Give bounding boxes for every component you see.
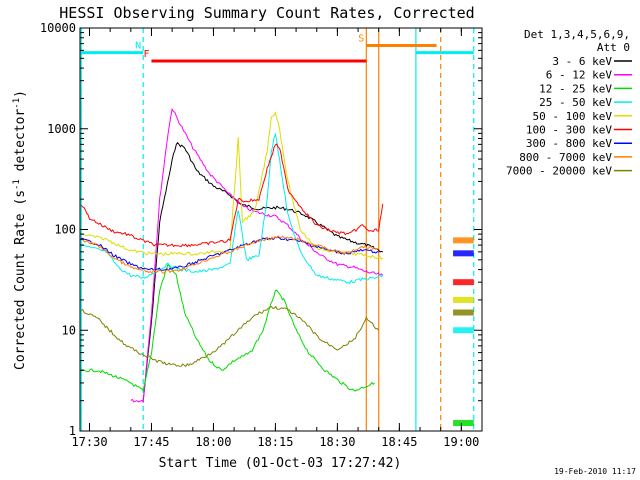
- legend-title: Det 1,3,4,5,6,9,: [524, 28, 630, 41]
- late-data-segment: [453, 279, 474, 286]
- x-tick-label: 17:30: [71, 435, 107, 449]
- plot-frame: [79, 27, 483, 432]
- x-tick-label: 18:45: [381, 435, 417, 449]
- y-tick-label: 1000: [47, 122, 76, 136]
- series-line: [81, 111, 384, 260]
- x-tick-label: 18:15: [257, 435, 293, 449]
- y-axis-label-end: ): [13, 90, 28, 98]
- legend-entry-label: 50 - 100 keV: [533, 110, 613, 123]
- legend-entry-label: 6 - 12 keV: [546, 69, 613, 82]
- chart-title: HESSI Observing Summary Count Rates, Cor…: [59, 4, 474, 22]
- y-axis-label: Corrected Count Rate (s-1 detector-1): [12, 90, 28, 370]
- series-line: [80, 263, 375, 392]
- y-tick-label: 1: [69, 424, 76, 438]
- footer-timestamp: 19-Feb-2010 11:17: [554, 467, 636, 476]
- y-tick-label: 10: [62, 323, 76, 337]
- legend-entry-label: 25 - 50 keV: [539, 96, 612, 109]
- series-line: [80, 305, 380, 368]
- late-data-segment: [453, 250, 474, 257]
- y-axis-label-sup2: -1: [12, 98, 22, 109]
- series-line: [130, 107, 384, 404]
- x-tick-label: 18:30: [319, 435, 355, 449]
- x-axis-label: Start Time (01-Oct-03 17:27:42): [159, 456, 402, 471]
- legend-entry-label: 800 - 7000 keV: [519, 151, 612, 164]
- y-axis-label-mid: detector: [13, 109, 28, 180]
- x-tick-label: 19:00: [443, 435, 479, 449]
- flag-bar-label: N: [135, 41, 141, 52]
- y-axis-label-sup1: -1: [12, 179, 22, 190]
- legend-title-2: Att 0: [597, 41, 630, 54]
- late-data-segment: [453, 309, 474, 316]
- series-lines: [80, 107, 474, 427]
- vertical-markers: [80, 28, 475, 431]
- y-axis: 1 10 100 1000 10000: [40, 21, 482, 438]
- x-axis: 17:30 17:45 18:00 18:15 18:30 18:45 19:00: [71, 28, 479, 449]
- legend-entry-label: 7000 - 20000 keV: [506, 165, 612, 178]
- x-tick-label: 17:45: [133, 435, 169, 449]
- flag-bar-label: F: [143, 49, 149, 60]
- legend-entry-label: 300 - 800 keV: [526, 137, 612, 150]
- flag-bars: NF S: [80, 34, 474, 63]
- series-line: [81, 236, 379, 272]
- y-tick-label: 100: [54, 223, 76, 237]
- y-axis-label-main: Corrected Count Rate (s: [13, 190, 28, 370]
- late-data-segment: [453, 327, 474, 334]
- legend-entry-label: 3 - 6 keV: [552, 55, 612, 68]
- y-tick-label: 10000: [40, 21, 76, 35]
- late-data-segment: [453, 237, 474, 244]
- legend-entry-label: 12 - 25 keV: [539, 82, 612, 95]
- flag-bar-label: S: [358, 34, 364, 45]
- late-data-segment: [453, 296, 474, 303]
- series-line: [80, 235, 379, 274]
- x-tick-label: 18:00: [195, 435, 231, 449]
- legend-entry-label: 100 - 300 keV: [526, 124, 612, 137]
- series-line: [80, 132, 384, 285]
- series-line: [142, 141, 383, 401]
- late-data-segment: [453, 420, 474, 427]
- series-line: [80, 143, 384, 248]
